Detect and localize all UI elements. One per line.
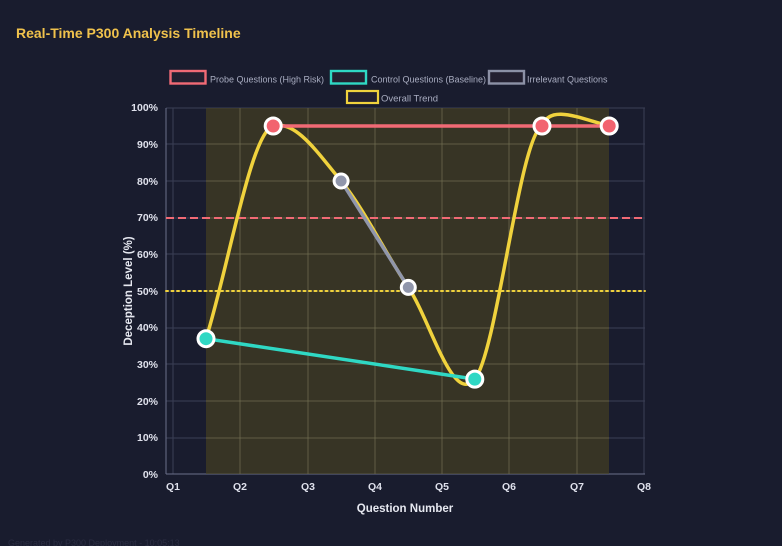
svg-text:60%: 60% xyxy=(137,249,159,261)
svg-text:Question Number: Question Number xyxy=(357,503,454,515)
svg-text:Q5: Q5 xyxy=(435,481,449,493)
svg-text:40%: 40% xyxy=(137,322,159,334)
svg-text:Deception Level (%): Deception Level (%) xyxy=(123,236,135,345)
svg-text:Q4: Q4 xyxy=(368,481,382,493)
svg-text:Q6: Q6 xyxy=(502,481,516,493)
svg-text:Q1: Q1 xyxy=(166,481,180,493)
svg-text:0%: 0% xyxy=(143,469,159,481)
svg-text:Irrelevant Questions: Irrelevant Questions xyxy=(527,75,608,85)
svg-text:Q2: Q2 xyxy=(233,481,247,493)
svg-text:Control Questions (Baseline): Control Questions (Baseline) xyxy=(371,75,486,85)
svg-text:90%: 90% xyxy=(137,139,159,151)
svg-text:Q8: Q8 xyxy=(637,481,651,493)
svg-text:20%: 20% xyxy=(137,396,159,408)
svg-text:Probe Questions (High Risk): Probe Questions (High Risk) xyxy=(210,75,324,85)
svg-text:Q7: Q7 xyxy=(570,481,584,493)
svg-text:30%: 30% xyxy=(137,359,159,371)
svg-text:Generated by P300 Deployment -: Generated by P300 Deployment - 10:05:13 xyxy=(8,538,180,546)
svg-text:70%: 70% xyxy=(137,212,159,224)
svg-text:50%: 50% xyxy=(137,286,159,298)
svg-text:Overall Trend: Overall Trend xyxy=(381,94,438,105)
svg-text:Q3: Q3 xyxy=(301,481,315,493)
svg-text:80%: 80% xyxy=(137,176,159,188)
svg-text:10%: 10% xyxy=(137,432,159,444)
svg-text:100%: 100% xyxy=(131,102,159,114)
